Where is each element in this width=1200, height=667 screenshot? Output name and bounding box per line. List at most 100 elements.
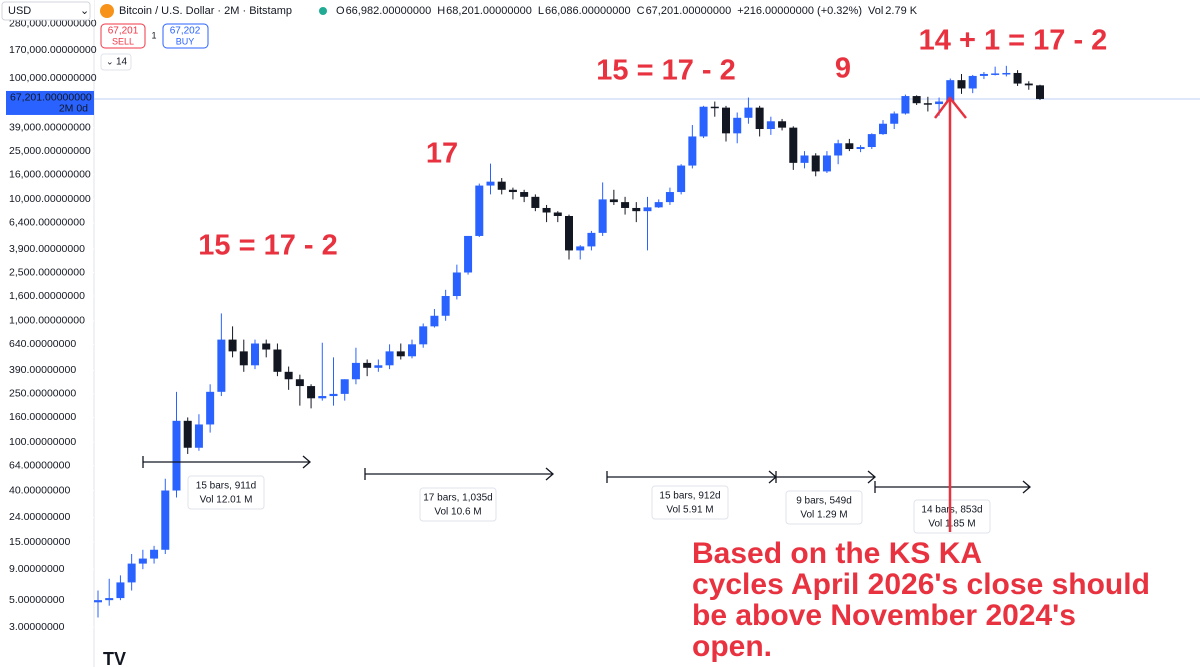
price-tick-label: 16,000.00000000 [9,168,91,180]
measure-vol: Vol 1.29 M [800,510,847,521]
vol: 2.79 K [885,5,917,17]
candle-body [968,75,977,89]
candle-body [262,343,271,350]
candle-body [396,351,405,357]
currency-select[interactable] [1,1,91,21]
candle-body [621,202,630,208]
btc-icon [100,4,114,18]
candle-body [822,155,831,172]
candle-body [710,106,719,109]
candle-body [194,424,203,448]
candle-body [430,315,439,327]
candle-body [688,136,697,166]
interval-toggle[interactable] [100,53,132,71]
price-tick-label: 24.00000000 [9,511,70,523]
price-tick-label: 100.00000000 [9,436,76,448]
tv-logo: TV [103,649,126,667]
price-tick-label: 5.00000000 [9,594,65,606]
price-tick-label: 1,600.00000000 [9,290,85,302]
candle-body [363,362,372,368]
candle-body [946,80,955,102]
change: +216.00000000 (+0.32%) [737,5,862,17]
candle-body [587,232,596,247]
candle-body [845,143,854,150]
price-tick-label: 40.00000000 [9,484,70,496]
annotation: 9 [835,53,851,85]
candle-body [856,147,865,150]
candle-body [879,123,887,135]
ohlc-label: L [538,5,544,17]
candle-body [979,73,988,76]
price-axis: 280,000.00000000170,000.00000000100,000.… [6,17,97,633]
buy-price: 67,202 [170,26,201,37]
candle-body [475,185,484,236]
candle-body [733,117,742,134]
candle-body [105,598,114,601]
candle-body [385,351,394,366]
measures: 15 bars, 911d Vol 12.01 M 17 bars, 1,035d V… [142,455,1031,534]
candle-body [217,339,226,392]
candle-body [340,379,349,394]
candle-body [497,181,506,190]
candle-body [127,563,136,583]
candle-body [329,393,338,397]
candle-body [150,549,159,559]
candle-body [800,155,809,163]
candle-body [632,207,641,212]
ohlc-value: 66,086.00000000 [545,5,631,17]
price-tick-label: 25,000.00000000 [9,145,91,157]
sell-button[interactable] [100,23,146,49]
buy-label: BUY [176,36,195,46]
candle-body [307,386,316,399]
currency: USD [8,5,31,17]
note-bg [688,538,1188,667]
ohlc-value: 67,201.00000000 [646,5,732,17]
candle-body [206,391,215,425]
candle-body [1024,83,1033,86]
interval: 14 [116,57,128,68]
candle-body [553,212,562,216]
candle-body [1002,72,1011,75]
annotation: 15 = 17 - 2 [198,230,337,262]
candle-body [351,362,360,380]
measure-head [545,467,554,481]
candle-body [834,143,843,156]
price-tick-label: 39,000.00000000 [9,121,91,133]
measure-head [867,470,876,484]
measure-bars: 9 bars, 549d [796,496,852,507]
candle-body [441,296,450,316]
measure-box [913,499,991,534]
ohlc-label: O [336,5,345,17]
ohlc-label: C [637,5,645,17]
price-tick-label: 2,500.00000000 [9,266,85,278]
buy-button[interactable] [162,23,209,49]
price-tick-label: 170,000.00000000 [9,44,97,56]
measure-box [651,485,729,520]
currency-caret: ⌄ [80,5,89,17]
candle-body [542,207,551,213]
candle-body [94,600,102,603]
price-tick-label: 390.00000000 [9,364,76,376]
price-tick-label: 100,000.00000000 [9,72,97,84]
candle-body [161,490,170,550]
ohlc: O 66,982.00000000 H 68,201.00000000 L 66,086.… [336,5,918,17]
red-arrow-head [934,95,967,119]
measure-head [1022,480,1031,494]
candle-body [295,379,304,387]
annotation: 17 [426,138,458,170]
measure-vol: Vol 12.01 M [200,495,253,506]
candle-body [1013,72,1022,84]
candle-body [239,351,248,366]
note-line: cycles April 2026's close should [692,568,1150,601]
candle-body [923,103,932,105]
candle-body [890,113,899,124]
candle-body [172,420,181,491]
candle-body [665,192,674,203]
annotation: 15 = 17 - 2 [596,55,735,87]
candle-body [464,235,473,273]
measure-head [302,455,311,469]
candle-body [654,202,663,208]
candle-body [138,558,147,564]
